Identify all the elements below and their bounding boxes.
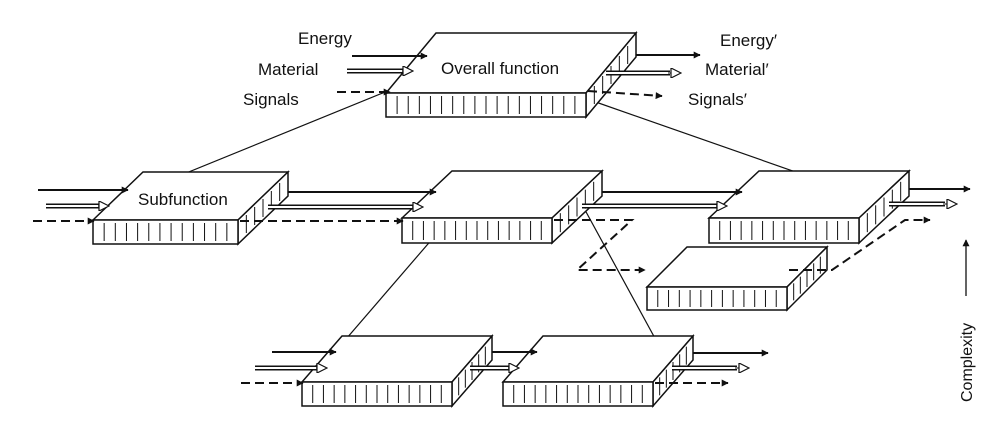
box-hatching [103,46,902,403]
complexity-axis: Complexity [959,239,976,402]
output-label-material: Material′ [705,60,769,79]
output-label-energy: Energy′ [720,31,777,50]
signal-output-arrow [587,90,663,100]
flow-labels: Energy Material Signals Energy′ Material… [243,29,777,109]
input-label-material: Material [258,60,318,79]
input-label-energy: Energy [298,29,352,48]
subfunction-label: Subfunction [138,190,228,209]
subfunction-box-bottom-left [300,333,494,409]
bottom-row-flows [241,348,769,387]
overall-flows [337,51,701,100]
middle-row-flows [33,185,971,274]
signal-branch-path [554,219,646,274]
complexity-label: Complexity [959,323,976,402]
output-label-signals: Signals′ [688,90,747,109]
subfunction-box-signal [645,245,829,312]
signal-branch-out [789,216,931,271]
subfunction-box-right [707,169,911,245]
subfunction-box-bottom-right [501,333,695,409]
subfunction-box: Subfunction [91,170,290,246]
overall-function-title: Overall function [441,59,559,78]
overall-function-box: Overall function [384,30,638,120]
subfunction-box-middle [400,169,604,245]
input-label-signals: Signals [243,90,299,109]
